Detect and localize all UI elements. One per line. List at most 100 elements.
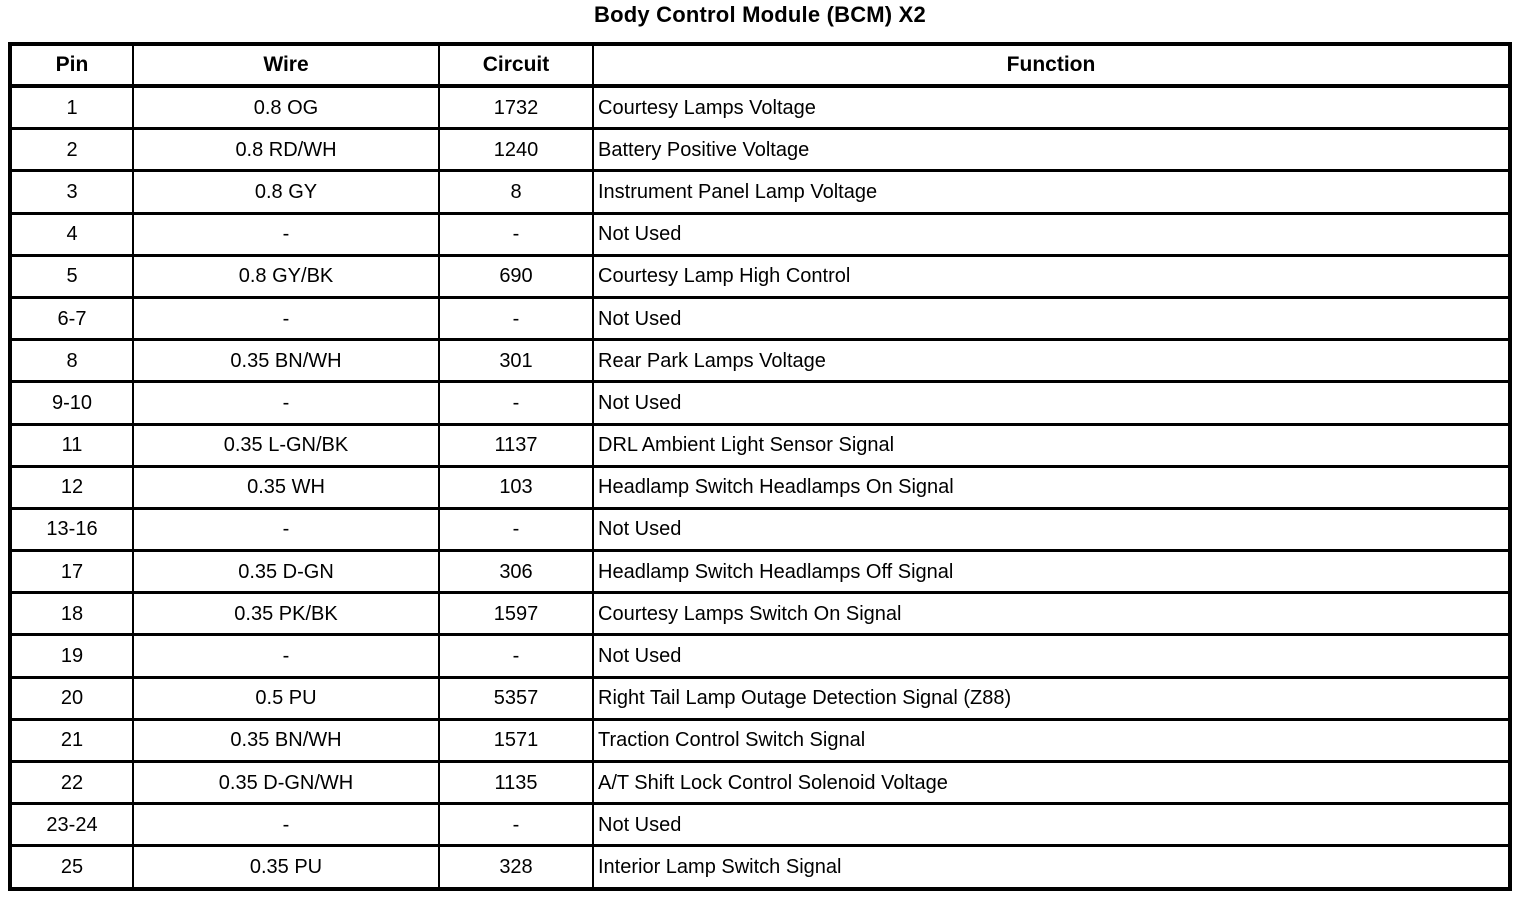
table-row: 21 0.35 BN/WH 1571 Traction Control Switch … — [9, 717, 1511, 764]
pin-cell: 17 — [9, 549, 134, 595]
pin-cell: 4 — [9, 211, 134, 257]
circuit-cell: 1137 — [438, 422, 594, 468]
wire-cell: - — [132, 506, 440, 553]
pin-cell: 12 — [9, 464, 134, 510]
wire-cell: 0.35 D-GN — [132, 549, 440, 595]
pin-cell: 6-7 — [9, 295, 134, 342]
table-row: 17 0.35 D-GN 306 Headlamp Switch Headlamps … — [9, 549, 1511, 595]
circuit-cell: 5357 — [438, 675, 594, 721]
circuit-cell: - — [438, 211, 594, 257]
circuit-cell: - — [438, 506, 594, 553]
circuit-cell: 1135 — [438, 759, 594, 806]
pin-cell: 1 — [9, 84, 134, 131]
wire-cell: 0.8 GY/BK — [132, 253, 440, 299]
page-title: Body Control Module (BCM) X2 — [594, 2, 926, 27]
function-cell: Not Used — [592, 633, 1511, 679]
wire-cell: - — [132, 295, 440, 342]
table-row: 11 0.35 L-GN/BK 1137 DRL Ambient Light Sens… — [9, 422, 1511, 468]
pin-cell: 3 — [9, 169, 134, 215]
table-row: 25 0.35 PU 328 Interior Lamp Switch Signal — [9, 844, 1511, 891]
pin-cell: 25 — [9, 844, 134, 891]
wire-cell: 0.8 GY — [132, 169, 440, 215]
table-row: 8 0.35 BN/WH 301 Rear Park Lamps Voltage — [9, 338, 1511, 384]
pinout-table: Pin Wire Circuit Function 1 0.8 OG 1732 Cou… — [8, 42, 1512, 891]
table-row: 22 0.35 D-GN/WH 1135 A/T Shift Lock Control… — [9, 759, 1511, 806]
pin-cell: 5 — [9, 253, 134, 299]
wire-cell: - — [132, 380, 440, 426]
function-cell: Headlamp Switch Headlamps On Signal — [592, 464, 1511, 510]
circuit-cell: - — [438, 802, 594, 848]
table-body: 1 0.8 OG 1732 Courtesy Lamps Voltage 2 0.8 RD… — [9, 84, 1511, 891]
wire-cell: 0.35 PU — [132, 844, 440, 891]
table-row: 6-7- - Not Used — [9, 295, 1511, 342]
function-cell: A/T Shift Lock Control Solenoid Voltage — [592, 759, 1511, 806]
pin-cell: 8 — [9, 338, 134, 384]
pin-cell: 20 — [9, 675, 134, 721]
table-row: 20 0.5 PU 5357 Right Tail Lamp Outage Detec… — [9, 675, 1511, 721]
function-cell: Instrument Panel Lamp Voltage — [592, 169, 1511, 215]
function-cell: Not Used — [592, 506, 1511, 553]
table-row: 9-10- - Not Used — [9, 380, 1511, 426]
circuit-cell: 8 — [438, 169, 594, 215]
table-row: 5 0.8 GY/BK 690 Courtesy Lamp High Control — [9, 253, 1511, 299]
table-row: 18 0.35 PK/BK 1597 Courtesy Lamps Switch On… — [9, 591, 1511, 637]
table-row: 4- - Not Used — [9, 211, 1511, 257]
column-header-wire: Wire — [132, 42, 440, 88]
wire-cell: - — [132, 211, 440, 257]
function-cell: Not Used — [592, 380, 1511, 426]
pin-cell: 22 — [9, 759, 134, 806]
function-cell: Rear Park Lamps Voltage — [592, 338, 1511, 384]
table-row: 1 0.8 OG 1732 Courtesy Lamps Voltage — [9, 84, 1511, 131]
wire-cell: - — [132, 802, 440, 848]
table-row: 19- - Not Used — [9, 633, 1511, 679]
function-cell: Interior Lamp Switch Signal — [592, 844, 1511, 891]
wire-cell: 0.35 D-GN/WH — [132, 759, 440, 806]
function-cell: Courtesy Lamps Switch On Signal — [592, 591, 1511, 637]
circuit-cell: - — [438, 295, 594, 342]
pin-cell: 19 — [9, 633, 134, 679]
table-header: Pin Wire Circuit Function — [9, 42, 1511, 88]
column-header-circuit: Circuit — [438, 42, 594, 88]
column-header-pin: Pin — [9, 42, 134, 88]
wire-cell: 0.8 OG — [132, 84, 440, 131]
pin-cell: 13-16 — [9, 506, 134, 553]
table-row: 12 0.35 WH 103 Headlamp Switch Headlamps On… — [9, 464, 1511, 510]
wire-cell: 0.5 PU — [132, 675, 440, 721]
wire-cell: - — [132, 633, 440, 679]
circuit-cell: 1597 — [438, 591, 594, 637]
pin-cell: 11 — [9, 422, 134, 468]
header-row: Pin Wire Circuit Function — [9, 42, 1511, 88]
table-row: 2 0.8 RD/WH 1240 Battery Positive Voltage — [9, 127, 1511, 173]
wire-cell: 0.35 WH — [132, 464, 440, 510]
wire-cell: 0.35 BN/WH — [132, 338, 440, 384]
wire-cell: 0.35 PK/BK — [132, 591, 440, 637]
table-row: 3 0.8 GY 8 Instrument Panel Lamp Voltage — [9, 169, 1511, 215]
function-cell: Traction Control Switch Signal — [592, 717, 1511, 764]
pin-cell: 21 — [9, 717, 134, 764]
circuit-cell: - — [438, 633, 594, 679]
pin-cell: 9-10 — [9, 380, 134, 426]
circuit-cell: 1240 — [438, 127, 594, 173]
circuit-cell: 1571 — [438, 717, 594, 764]
wire-cell: 0.35 L-GN/BK — [132, 422, 440, 468]
function-cell: Battery Positive Voltage — [592, 127, 1511, 173]
function-cell: DRL Ambient Light Sensor Signal — [592, 422, 1511, 468]
pin-cell: 23-24 — [9, 802, 134, 848]
circuit-cell: 301 — [438, 338, 594, 384]
circuit-cell: 103 — [438, 464, 594, 510]
circuit-cell: - — [438, 380, 594, 426]
table-row: 13-16- - Not Used — [9, 506, 1511, 553]
circuit-cell: 690 — [438, 253, 594, 299]
circuit-cell: 306 — [438, 549, 594, 595]
wire-cell: 0.35 BN/WH — [132, 717, 440, 764]
table-row: 23-24- - Not Used — [9, 802, 1511, 848]
circuit-cell: 1732 — [438, 84, 594, 131]
function-cell: Right Tail Lamp Outage Detection Signal … — [592, 675, 1511, 721]
function-cell: Not Used — [592, 295, 1511, 342]
function-cell: Not Used — [592, 802, 1511, 848]
wire-cell: 0.8 RD/WH — [132, 127, 440, 173]
function-cell: Not Used — [592, 211, 1511, 257]
column-header-function: Function — [592, 42, 1511, 88]
pin-cell: 2 — [9, 127, 134, 173]
